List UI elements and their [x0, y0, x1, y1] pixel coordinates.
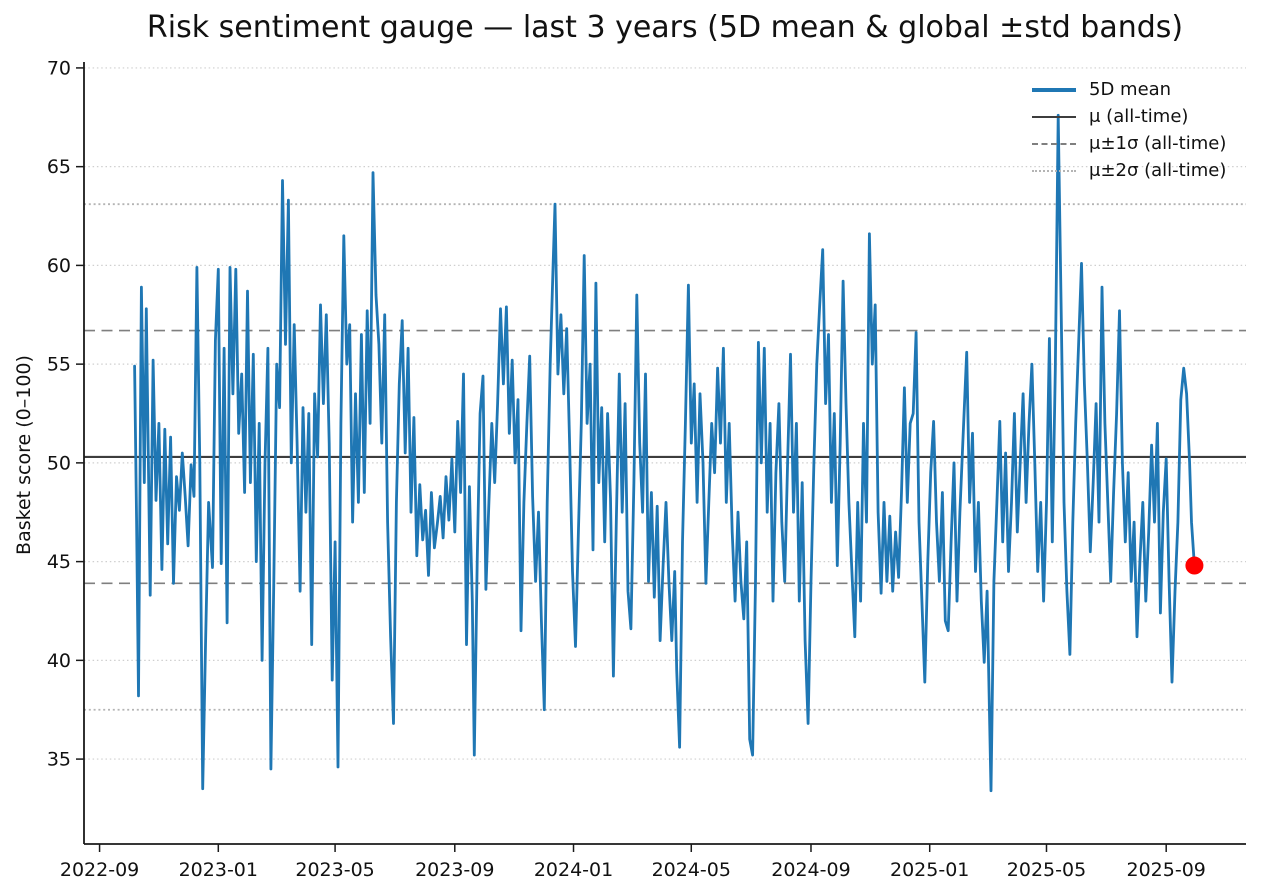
y-tick-label: 40 [47, 650, 71, 672]
x-tick-label: 2024-01 [534, 859, 613, 881]
x-tick-label: 2024-05 [652, 859, 731, 881]
legend-line-sample-1sigma [1032, 142, 1076, 145]
latest-point-marker [1185, 556, 1204, 575]
y-tick-label: 65 [47, 156, 71, 178]
legend-item-mu-2sigma: μ±2σ (all-time) [1032, 157, 1226, 184]
y-tick-label: 50 [47, 452, 71, 474]
legend-item-mu-1sigma: μ±1σ (all-time) [1032, 130, 1226, 157]
x-tick-label: 2023-09 [415, 859, 494, 881]
y-tick-label: 55 [47, 354, 71, 376]
legend-line-sample-mu [1032, 115, 1076, 118]
axis-spines [83, 62, 1246, 845]
x-tick-label: 2025-01 [890, 859, 969, 881]
y-tick-label: 45 [47, 551, 71, 573]
x-tick-label: 2025-05 [1007, 859, 1086, 881]
y-tick-label: 35 [47, 749, 71, 771]
series-5d-mean-line [133, 113, 1196, 793]
legend-label: 5D mean [1089, 79, 1172, 100]
y-axis-ticks: 35 40 45 50 55 60 65 70 [47, 57, 84, 771]
y-tick-label: 70 [47, 57, 71, 79]
legend-item-mu: μ (all-time) [1032, 103, 1226, 130]
legend-line-sample-2sigma [1032, 169, 1076, 172]
legend-line-sample-5d-mean [1032, 87, 1076, 92]
legend-label: μ (all-time) [1089, 106, 1189, 127]
x-tick-label: 2025-09 [1127, 859, 1206, 881]
legend-item-5d-mean: 5D mean [1032, 76, 1226, 103]
x-tick-label: 2023-01 [179, 859, 258, 881]
y-gridlines [84, 67, 1246, 760]
legend-label: μ±2σ (all-time) [1089, 160, 1227, 181]
x-tick-label: 2024-09 [771, 859, 850, 881]
legend: 5D mean μ (all-time) μ±1σ (all-time) μ±2… [1032, 76, 1226, 184]
x-tick-label: 2023-05 [295, 859, 374, 881]
legend-label: μ±1σ (all-time) [1089, 133, 1227, 154]
y-tick-label: 60 [47, 255, 71, 277]
chart-title: Risk sentiment gauge — last 3 years (5D … [146, 10, 1184, 45]
x-axis-ticks: 2022-09 2023-01 2023-05 2023-09 2024-01 2024-… [60, 844, 1206, 881]
x-tick-label: 2022-09 [60, 859, 139, 881]
